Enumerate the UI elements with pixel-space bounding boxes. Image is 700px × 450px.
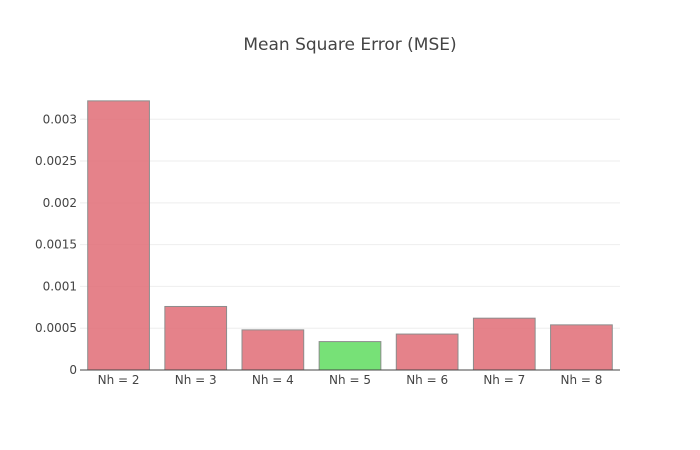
y-tick-label: 0: [69, 363, 77, 377]
y-tick-label: 0.001: [43, 279, 77, 293]
x-tick-label: Nh = 5: [329, 373, 371, 387]
x-tick-label: Nh = 2: [98, 373, 140, 387]
bar-nh-8: [550, 324, 613, 371]
bar-nh-5: [318, 341, 382, 371]
bar-nh-3: [164, 305, 228, 371]
bar-nh-7: [472, 317, 536, 371]
y-tick-label: 0.002: [43, 196, 77, 210]
x-tick-label: Nh = 6: [406, 373, 448, 387]
bars: [87, 100, 613, 371]
y-tick-labels: 0 0.0005 0.001 0.0015 0.002 0.0025 0.003: [35, 112, 77, 377]
x-tick-label: Nh = 4: [252, 373, 294, 387]
x-tick-label: Nh = 3: [175, 373, 217, 387]
x-tick-label: Nh = 7: [483, 373, 525, 387]
y-tick-label: 0.003: [43, 112, 77, 126]
bar-nh-2: [87, 100, 150, 371]
x-tick-labels: Nh = 2 Nh = 3 Nh = 4 Nh = 5 Nh = 6 Nh = 7 Nh =…: [98, 373, 603, 387]
x-tick-label: Nh = 8: [560, 373, 602, 387]
chart-title: Mean Square Error (MSE): [243, 35, 456, 55]
y-tick-label: 0.0025: [35, 154, 77, 168]
y-tick-label: 0.0005: [35, 321, 77, 335]
grid-lines: [80, 118, 620, 329]
bar-nh-4: [241, 329, 305, 371]
bar-nh-6: [395, 333, 459, 371]
y-tick-label: 0.0015: [35, 238, 77, 252]
